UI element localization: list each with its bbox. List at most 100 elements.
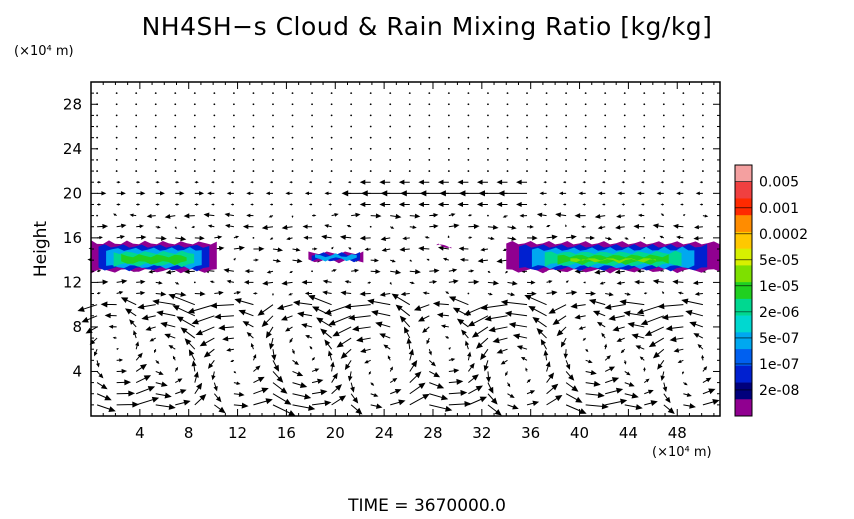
wind-vector — [657, 360, 665, 370]
wind-vector — [487, 280, 500, 286]
wind-vector — [155, 180, 160, 184]
wind-vector — [476, 179, 488, 185]
wind-vector — [399, 315, 411, 328]
wind-vector — [608, 314, 625, 321]
wind-vector — [371, 310, 391, 317]
wind-vector — [194, 191, 205, 196]
wind-vector — [230, 359, 235, 363]
wind-vector — [428, 349, 432, 356]
wind-vector — [417, 315, 430, 322]
wind-vector — [97, 292, 101, 295]
wind-vector — [409, 371, 422, 383]
wind-vector — [504, 310, 528, 317]
wind-vector — [400, 291, 410, 297]
wind-vector — [175, 236, 187, 242]
wind-vector — [252, 125, 255, 128]
wind-vector — [464, 340, 470, 350]
wind-vector — [409, 360, 418, 372]
wind-vector — [165, 269, 176, 275]
wind-vector — [136, 279, 146, 285]
wind-vector — [350, 147, 353, 150]
wind-vector — [467, 362, 475, 372]
wind-vector — [116, 358, 124, 362]
wind-vector — [604, 136, 607, 139]
wind-vector — [116, 203, 121, 206]
wind-vector — [253, 246, 265, 252]
wind-vector — [526, 170, 528, 172]
wind-vector — [350, 170, 353, 172]
wind-vector — [467, 315, 489, 327]
wind-vector — [226, 279, 235, 284]
wind-vector — [252, 136, 255, 139]
wind-vector — [457, 179, 469, 185]
wind-vector — [252, 170, 255, 172]
wind-vector — [702, 125, 704, 128]
wind-vector — [253, 292, 258, 295]
wind-vector — [369, 225, 372, 228]
wind-vector — [269, 181, 273, 184]
x-tick-label: 32 — [472, 424, 491, 442]
wind-vector — [350, 404, 363, 415]
wind-vector — [330, 92, 333, 95]
wind-vector — [409, 269, 421, 275]
wind-vector — [281, 280, 293, 286]
wind-vector — [429, 404, 453, 412]
wind-vector — [188, 349, 196, 361]
wind-vector — [512, 333, 528, 340]
wind-vector — [272, 382, 288, 394]
wind-vector — [662, 125, 665, 128]
wind-vector — [660, 203, 664, 206]
wind-vector — [487, 404, 502, 416]
wind-vector — [468, 269, 475, 273]
cloud-region — [314, 253, 357, 262]
wind-vector — [429, 224, 439, 229]
wind-vector — [683, 403, 696, 409]
wind-vector — [467, 103, 470, 106]
wind-vector — [292, 371, 304, 377]
wind-vector — [496, 179, 508, 185]
wind-vector — [230, 181, 234, 184]
wind-vector — [408, 136, 411, 139]
wind-vector — [291, 114, 294, 117]
wind-vector — [164, 333, 176, 339]
wind-vector — [623, 125, 626, 128]
wind-vector — [291, 170, 294, 172]
wind-vector — [191, 360, 197, 372]
wind-vector — [447, 92, 450, 95]
wind-vector — [154, 103, 157, 106]
wind-vector — [662, 147, 665, 150]
wind-vector — [116, 191, 126, 196]
wind-vector — [623, 103, 626, 106]
wind-vector — [661, 314, 684, 321]
wind-vector — [312, 247, 318, 251]
wind-vector — [324, 224, 332, 228]
wind-vector — [193, 92, 196, 95]
wind-vector — [304, 191, 313, 196]
wind-vector — [643, 103, 646, 106]
wind-vector — [418, 201, 430, 208]
wind-vector — [369, 103, 372, 106]
wind-vector — [321, 234, 332, 240]
wind-vector — [487, 393, 498, 405]
wind-vector — [526, 114, 528, 117]
wind-vector — [194, 394, 207, 406]
colorbar-swatch — [735, 181, 752, 199]
wind-vector — [676, 191, 684, 196]
wind-vector — [369, 114, 372, 117]
wind-vector — [214, 290, 224, 296]
wind-vector — [96, 170, 99, 172]
wind-vector — [311, 147, 313, 150]
wind-vector — [213, 170, 216, 172]
wind-vector — [311, 136, 313, 139]
wind-vector — [155, 281, 163, 285]
wind-vector — [242, 321, 254, 328]
wind-vector — [662, 103, 665, 106]
wind-vector — [154, 114, 157, 117]
wind-vector — [480, 304, 508, 311]
wind-vector — [409, 213, 421, 219]
wind-vector — [339, 234, 352, 240]
wind-vector — [639, 356, 645, 361]
wind-vector — [447, 235, 450, 239]
wind-vector — [507, 404, 519, 410]
wind-vector — [536, 328, 547, 339]
